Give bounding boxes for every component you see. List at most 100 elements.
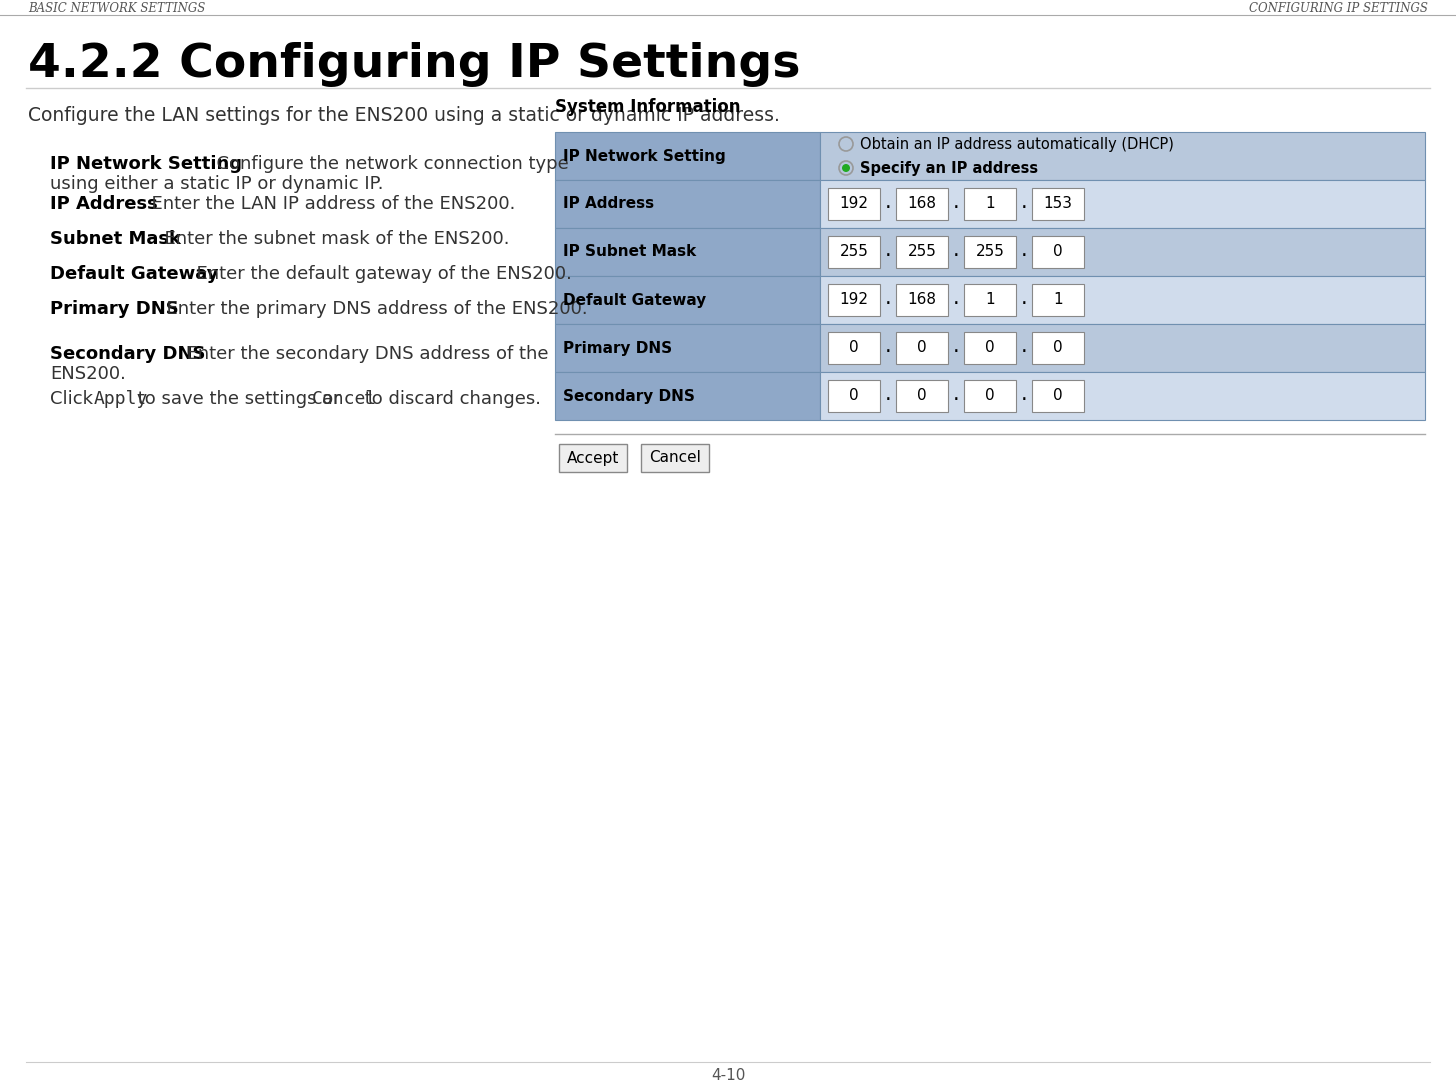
Text: 255: 255	[840, 244, 868, 259]
Bar	[895, 380, 948, 412]
Text: .: .	[1021, 192, 1028, 211]
Bar	[555, 372, 820, 420]
Bar	[555, 132, 820, 180]
Text: Default Gateway: Default Gateway	[563, 292, 706, 307]
Text: .: .	[952, 288, 960, 308]
Text: .: .	[885, 384, 891, 404]
Text: 192: 192	[840, 196, 868, 211]
Bar	[555, 228, 820, 276]
Bar	[1032, 284, 1085, 316]
Bar	[828, 284, 879, 316]
Text: Enter the secondary DNS address of the: Enter the secondary DNS address of the	[175, 346, 549, 363]
Circle shape	[842, 164, 850, 172]
Bar	[964, 380, 1016, 412]
Bar	[964, 332, 1016, 364]
Text: IP Subnet Mask: IP Subnet Mask	[563, 244, 696, 259]
Text: .: .	[885, 192, 891, 211]
Text: 192: 192	[840, 292, 868, 307]
Text: Primary DNS: Primary DNS	[50, 300, 179, 318]
Bar	[820, 132, 1425, 180]
Text: 4.2.2 Configuring IP Settings: 4.2.2 Configuring IP Settings	[28, 43, 801, 87]
Bar	[828, 380, 879, 412]
Bar	[555, 180, 820, 228]
Text: 168: 168	[907, 196, 936, 211]
Text: .: .	[952, 192, 960, 211]
Text: Primary DNS: Primary DNS	[563, 340, 673, 355]
Bar	[820, 276, 1425, 324]
Text: IP Network Setting: IP Network Setting	[563, 148, 725, 164]
Bar	[555, 324, 820, 372]
Text: System Information: System Information	[555, 98, 741, 116]
Text: Subnet Mask: Subnet Mask	[50, 230, 181, 249]
Text: CONFIGURING IP SETTINGS: CONFIGURING IP SETTINGS	[1249, 1, 1428, 14]
Bar	[555, 276, 820, 324]
Text: 153: 153	[1044, 196, 1073, 211]
Text: .: .	[952, 384, 960, 404]
Bar	[820, 372, 1425, 420]
Text: 0: 0	[1053, 340, 1063, 355]
Text: .: .	[885, 336, 891, 356]
Text: 0: 0	[849, 388, 859, 403]
Text: 0: 0	[917, 340, 927, 355]
Bar	[895, 284, 948, 316]
Bar	[895, 332, 948, 364]
Text: .: .	[1021, 240, 1028, 261]
Text: .: .	[1021, 384, 1028, 404]
Text: 1: 1	[1053, 292, 1063, 307]
Text: .: .	[952, 240, 960, 261]
Text: 4-10: 4-10	[711, 1068, 745, 1083]
Text: Obtain an IP address automatically (DHCP): Obtain an IP address automatically (DHCP…	[860, 136, 1174, 152]
Bar	[895, 187, 948, 220]
Bar	[820, 228, 1425, 276]
Text: Enter the default gateway of the ENS200.: Enter the default gateway of the ENS200.	[185, 265, 572, 283]
Bar	[964, 284, 1016, 316]
Text: IP Address: IP Address	[50, 195, 157, 213]
Bar	[828, 187, 879, 220]
FancyBboxPatch shape	[559, 444, 628, 472]
Bar	[828, 237, 879, 268]
Bar	[828, 332, 879, 364]
Text: Enter the LAN IP address of the ENS200.: Enter the LAN IP address of the ENS200.	[140, 195, 515, 213]
Bar	[895, 237, 948, 268]
Text: IP Address: IP Address	[563, 196, 654, 211]
Bar	[820, 324, 1425, 372]
Text: 0: 0	[849, 340, 859, 355]
Text: 255: 255	[976, 244, 1005, 259]
Bar	[964, 237, 1016, 268]
Text: to save the settings or: to save the settings or	[132, 390, 347, 408]
Text: 168: 168	[907, 292, 936, 307]
Text: Enter the subnet mask of the ENS200.: Enter the subnet mask of the ENS200.	[153, 230, 510, 249]
Text: .: .	[1021, 288, 1028, 308]
Text: 0: 0	[986, 388, 994, 403]
Text: .: .	[952, 336, 960, 356]
Text: ENS200.: ENS200.	[50, 365, 125, 383]
Text: .: .	[1021, 336, 1028, 356]
Text: using either a static IP or dynamic IP.: using either a static IP or dynamic IP.	[50, 175, 383, 193]
Text: 0: 0	[1053, 244, 1063, 259]
Text: 1: 1	[986, 196, 994, 211]
Text: .: .	[885, 288, 891, 308]
Text: Accept: Accept	[566, 450, 619, 465]
Text: Secondary DNS: Secondary DNS	[563, 388, 695, 403]
Bar	[1032, 187, 1085, 220]
Text: 1: 1	[986, 292, 994, 307]
Text: BASIC NETWORK SETTINGS: BASIC NETWORK SETTINGS	[28, 1, 205, 14]
Text: 0: 0	[917, 388, 927, 403]
Text: Enter the primary DNS address of the ENS200.: Enter the primary DNS address of the ENS…	[154, 300, 588, 318]
Text: 0: 0	[986, 340, 994, 355]
Text: .: .	[885, 240, 891, 261]
Bar	[964, 187, 1016, 220]
FancyBboxPatch shape	[641, 444, 709, 472]
Text: Click: Click	[50, 390, 99, 408]
Text: Secondary DNS: Secondary DNS	[50, 346, 205, 363]
Text: Default Gateway: Default Gateway	[50, 265, 218, 283]
Bar	[1032, 237, 1085, 268]
Text: 255: 255	[907, 244, 936, 259]
Bar	[1032, 380, 1085, 412]
Text: IP Network Setting: IP Network Setting	[50, 155, 242, 173]
Text: Cancel: Cancel	[649, 450, 700, 465]
Text: Configure the LAN settings for the ENS200 using a static or dynamic IP address.: Configure the LAN settings for the ENS20…	[28, 106, 780, 125]
Bar	[1032, 332, 1085, 364]
Text: Specify an IP address: Specify an IP address	[860, 160, 1038, 175]
Text: to discard changes.: to discard changes.	[360, 390, 542, 408]
